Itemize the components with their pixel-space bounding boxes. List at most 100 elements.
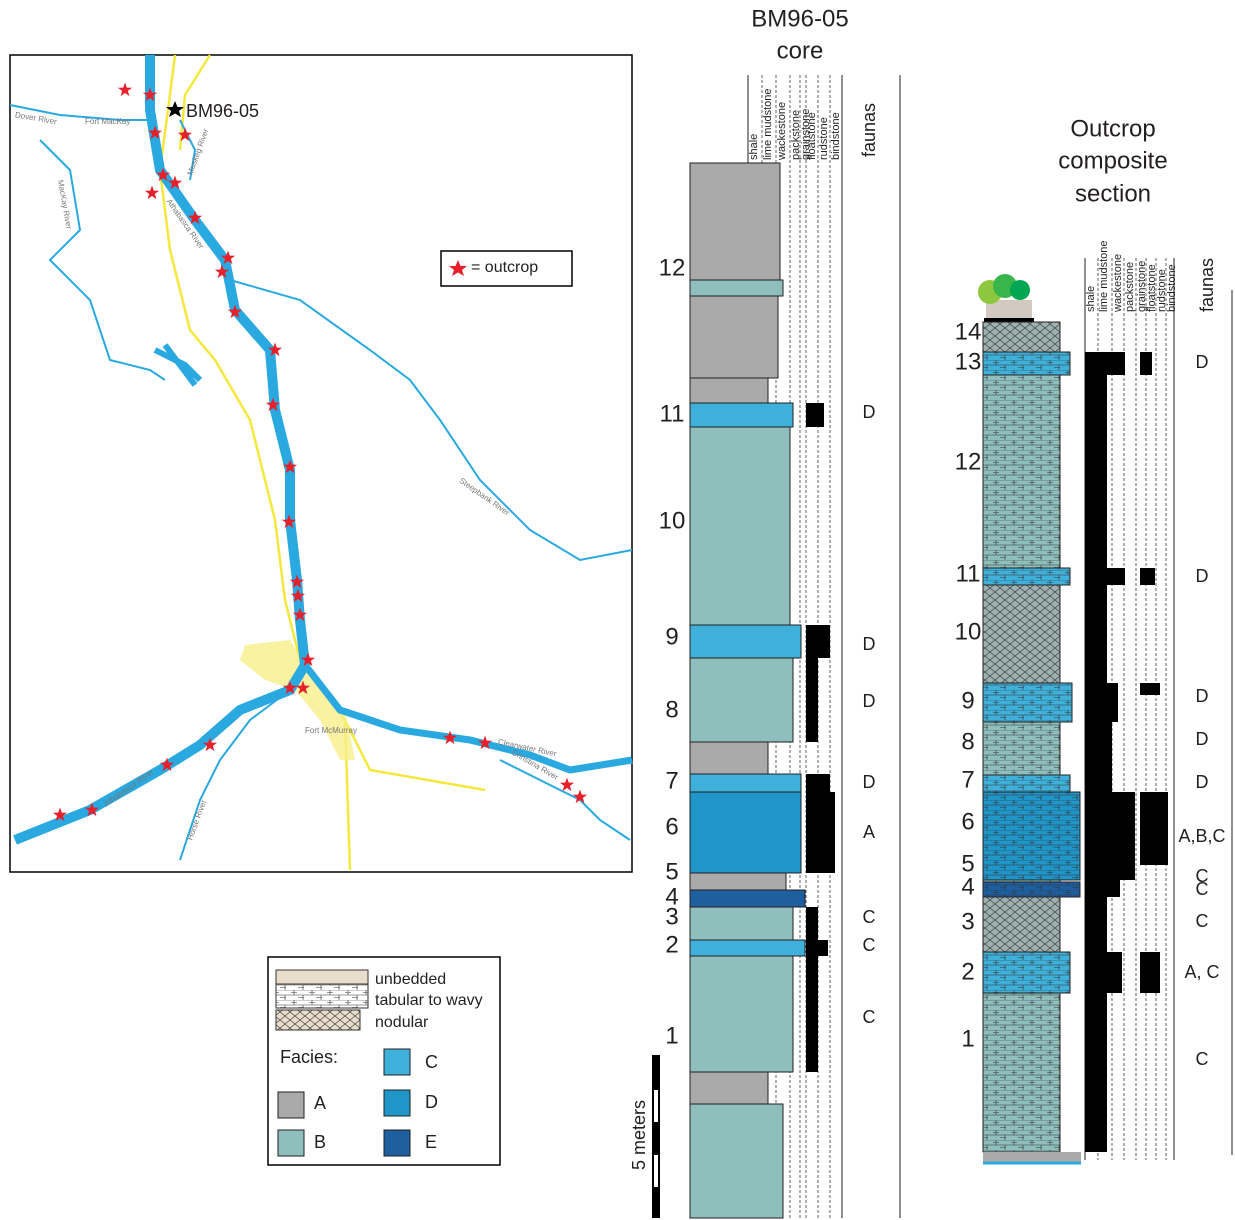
outcrop-title: section [1075,180,1151,207]
legend-label: tabular to wavy [375,992,483,1009]
well-star [166,101,184,117]
scale-bar [652,1055,660,1218]
legend-title: Facies: [280,1047,338,1067]
swatch-b [277,1129,305,1157]
unit-number: 7 [961,766,974,793]
outcrop-stars [52,82,588,822]
bed [689,162,781,281]
bed-pattern [983,897,1060,952]
bed [689,791,802,874]
legend-label: unbedded [375,971,446,988]
outcrop-star [442,730,458,745]
fauna-label: D [1196,352,1209,372]
bed [689,906,794,941]
bed [689,1103,784,1219]
bed-pattern [983,880,1060,882]
outcrop-star [267,342,283,357]
outcrop-star [155,167,171,182]
core-faunas-header: faunas [859,103,879,157]
outcrop-beds [982,321,1081,1153]
unit-number: 5 [961,850,974,877]
texture-bar [1085,993,1107,1152]
outcrop-star [220,250,236,265]
texture-bar [1085,897,1107,952]
unit-number: 7 [665,767,678,794]
unit-number: 3 [665,903,678,930]
bed-pattern [983,792,1080,880]
unit-number: 10 [659,507,686,534]
texture-bar [806,625,830,658]
bed [689,955,794,1073]
bed [689,657,794,743]
unit-number: 8 [665,696,678,723]
fauna-label: D [863,772,876,792]
texture-label: bindstone [1166,264,1178,312]
legend-label: D [425,1092,438,1112]
legend-label: E [425,1132,437,1152]
fauna-label: C [1196,866,1209,886]
texture-bar [1140,792,1168,865]
outcrop-star [177,127,193,142]
base [983,1152,1081,1162]
texture-label: lime mudstone [762,88,774,160]
legend-label: C [425,1052,438,1072]
core-section: BM96-05 core shale lime mudstone wackeston… [629,5,901,1219]
unit-number: 9 [961,687,974,714]
bed [689,295,779,379]
scale-bar-gap [654,1090,658,1122]
fauna-label: D [863,691,876,711]
core-texture-bars [806,403,835,1072]
outcrop-star [147,125,163,140]
outcrop-star [265,397,281,412]
outcrop-star [144,185,160,200]
bed [689,377,769,404]
outcrop-star [477,735,493,750]
bed [689,872,787,891]
texture-label: shale [748,134,760,160]
unit-number: 14 [955,318,982,345]
texture-bar [1140,568,1155,585]
unit-number: 2 [961,958,974,985]
bed-pattern [983,568,1070,585]
bed-pattern [983,375,1060,568]
outcrop-star [295,680,311,695]
legend-label: B [314,1132,326,1152]
texture-bar [806,774,830,792]
trees [978,274,1034,324]
texture-bar [1085,952,1122,993]
core-title: core [777,37,824,64]
bed [689,773,802,793]
unit-number: 1 [665,1022,678,1049]
fauna-label: C [1196,911,1209,931]
outcrop-star [289,574,305,589]
legend-star [449,260,467,276]
bed [689,741,769,775]
unit-number: 4 [961,873,974,900]
place-label: Fort MacKay [85,117,130,126]
outcrop-texture-grid: shale lime mudstone wackestone packstone gra… [1084,240,1178,1160]
outcrop-star [214,264,230,279]
outcrop-star [282,459,298,474]
outcrop-faunas-header: faunas [1197,258,1217,312]
swatch-d [383,1089,411,1117]
lake [153,343,203,387]
bed [689,279,784,297]
texture-bar [806,940,828,956]
facies-legend: unbedded tabular to wavy nodular Facies:… [267,956,501,1166]
place-label: Fort McMurray [305,726,357,735]
texture-label: floatstone [1146,264,1158,312]
legend-label: nodular [375,1014,429,1031]
bed-pattern [983,322,1060,352]
unit-number: 1 [961,1025,974,1052]
unit-number: 11 [660,400,685,427]
texture-label: bindstone [830,112,842,160]
unit-number: 8 [961,728,974,755]
unit-number: 12 [659,254,686,281]
bed-pattern [983,683,1072,722]
unit-number: 11 [956,560,981,587]
texture-label: grainstone [800,109,812,160]
swatch-e [383,1129,411,1157]
texture-bar [806,907,818,940]
